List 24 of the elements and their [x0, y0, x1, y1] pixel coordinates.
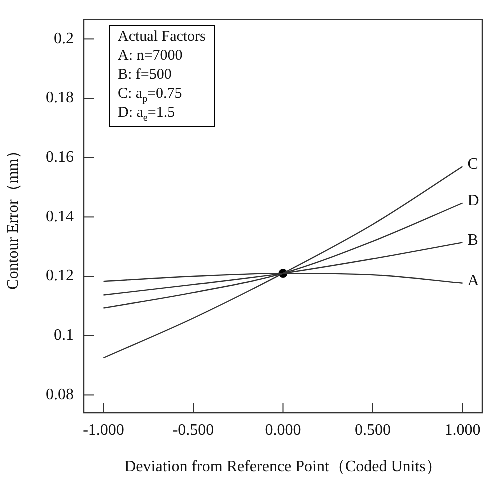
annotation: B: f=500 [118, 66, 173, 85]
annotation: A: n=7000 [118, 47, 184, 66]
line-series [103, 166, 464, 359]
y-tick-label: 0.18 [46, 90, 74, 107]
y-axis-title: Contour Error（mm） [4, 142, 22, 290]
y-tick-label: 0.12 [46, 268, 74, 285]
x-tick-label: -1.000 [83, 422, 124, 439]
y-tick-label: 0.14 [46, 208, 74, 226]
x-axis-title: Deviation from Reference Point（Coded Units） [124, 458, 442, 476]
y-tick-label: 0.08 [46, 386, 74, 404]
y-tick-label: 0.16 [46, 149, 74, 166]
annotation: D: a$_{e}$=1.5 [118, 104, 176, 124]
y-tick-label: 0.2 [54, 30, 74, 48]
series-label: C [468, 156, 478, 173]
series-label: D [468, 192, 480, 210]
series-label: A [468, 272, 480, 290]
x-tick-label: -0.500 [172, 422, 214, 439]
x-tick-label: 0.000 [265, 422, 302, 439]
x-tick-label: 0.500 [355, 422, 391, 439]
y-tick-label: 0.1 [54, 327, 74, 344]
series-label: B [468, 232, 478, 249]
x-tick-label: 1.000 [444, 422, 481, 439]
annotation: C: a$_{p}$=0.75 [118, 85, 184, 105]
annotation: Actual Factors [118, 28, 206, 47]
